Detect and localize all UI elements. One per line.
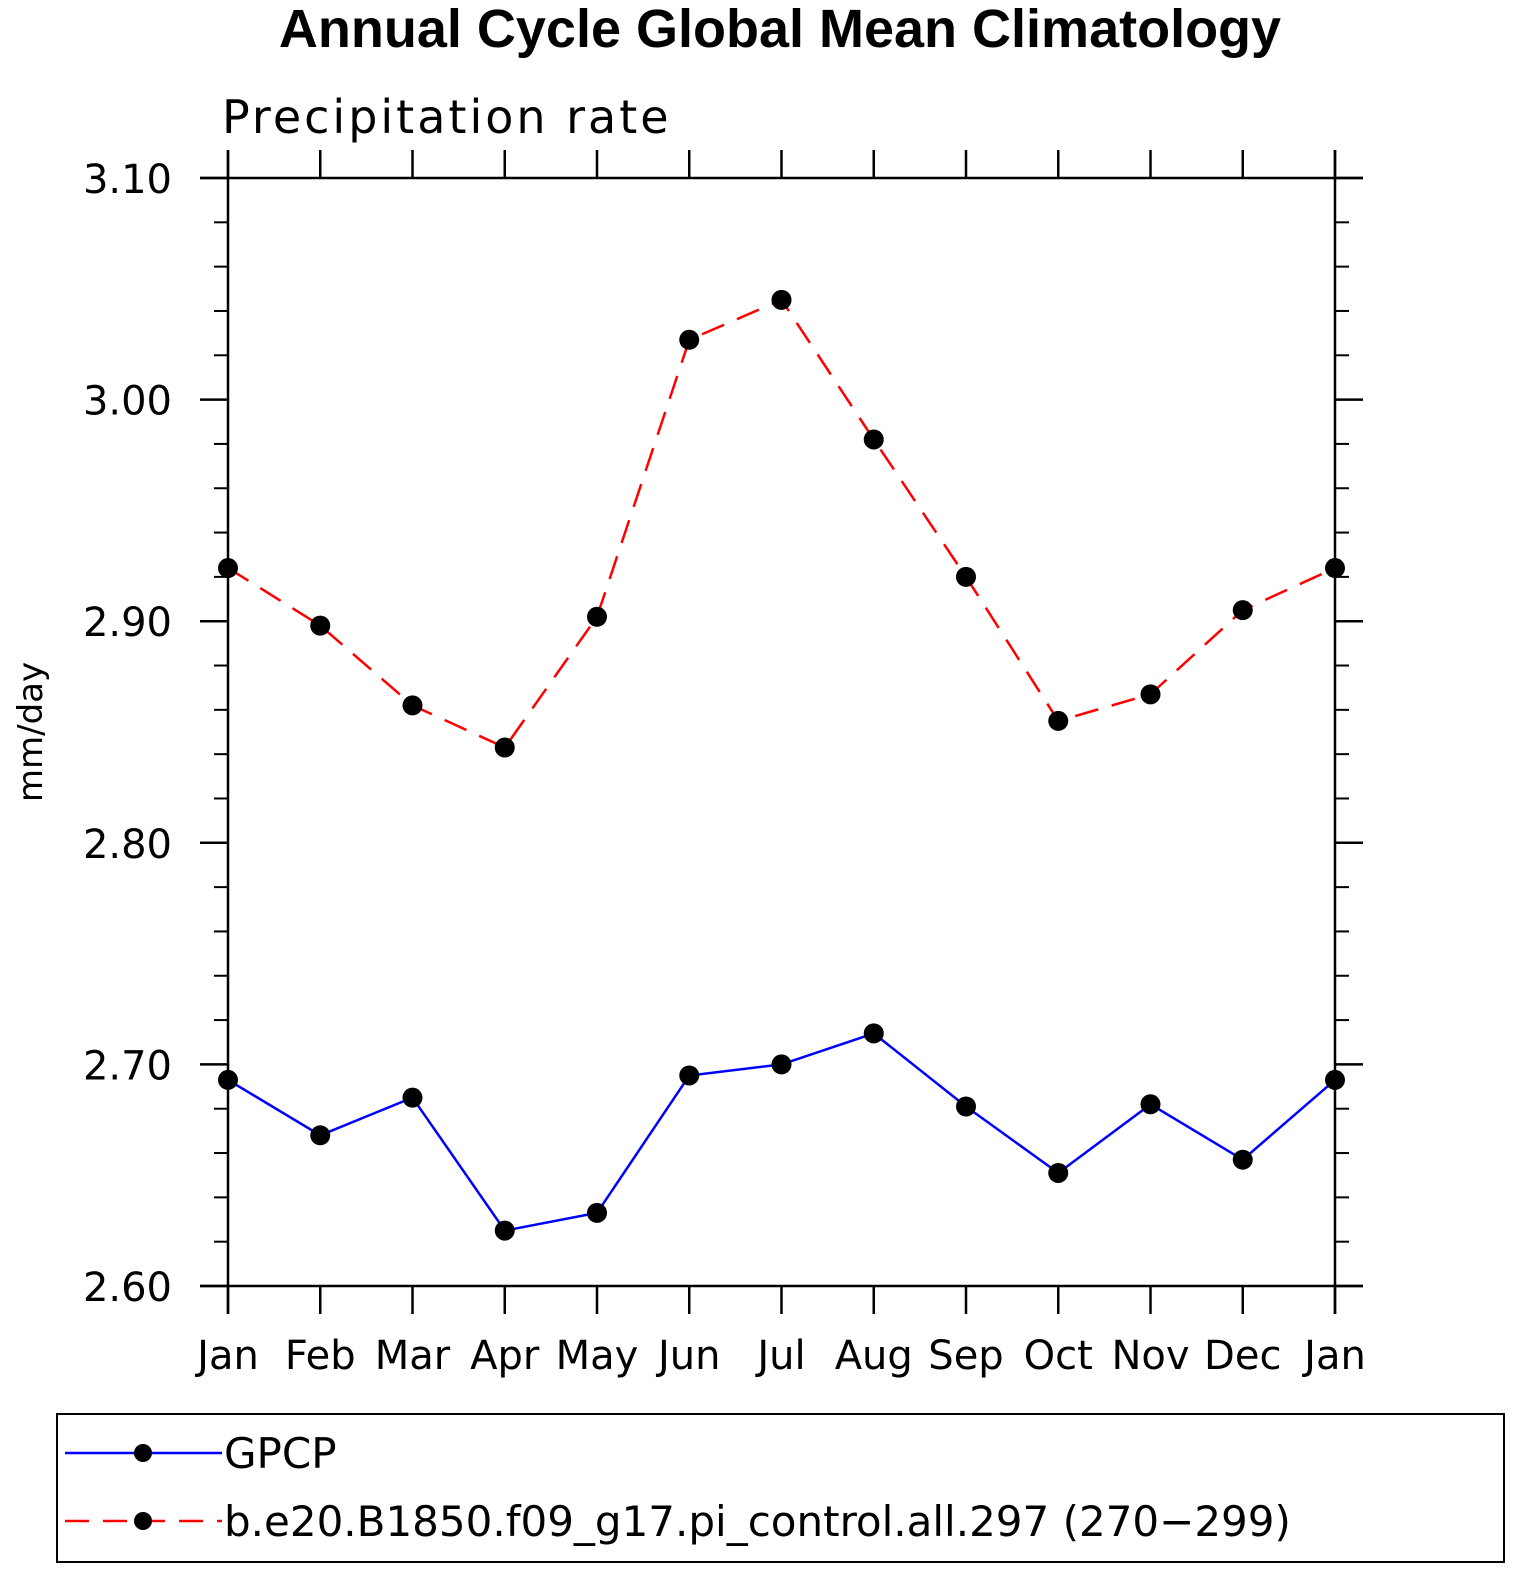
data-point-1 [587,606,607,627]
data-point-1 [310,615,331,636]
data-point-1 [218,558,238,579]
y-tick-label: 3.10 [83,157,172,203]
y-tick-label: 2.70 [83,1043,172,1089]
data-point-1 [494,737,515,758]
x-tick-label: Aug [835,1333,913,1379]
x-tick-label: Sep [928,1333,1003,1379]
data-point-0 [1232,1149,1253,1170]
data-point-1 [679,329,700,350]
chart-subtitle: Precipitation rate [222,90,672,144]
data-point-0 [1048,1162,1069,1183]
data-point-1 [1232,600,1253,621]
axes: Jan Feb Mar Apr May Jun Jul Aug Sep Oct Nov Dec Jan 2… [83,150,1366,1379]
y-axis-label: mm/day [11,662,51,802]
x-tick-label: Nov [1111,1333,1189,1379]
x-tick-label: Feb [285,1333,356,1379]
chart-title: Annual Cycle Global Mean Climatology [279,0,1281,59]
y-tick-label: 2.60 [83,1265,172,1311]
data-point-0 [771,1054,792,1075]
data-point-1 [1048,710,1069,731]
data-point-0 [310,1125,331,1146]
x-tick-label: Jan [1301,1333,1366,1379]
data-point-1 [956,566,976,587]
x-tick-label: May [556,1333,639,1379]
series-line-1 [227,298,1336,750]
legend: GPCP b.e20.B1850.f09_g17.pi_control.all.… [56,1413,1505,1563]
x-tick-label: Jul [754,1333,805,1379]
data-point-1 [402,695,423,716]
data-point-0 [863,1023,884,1044]
data-point-1 [771,289,792,310]
x-tick-label: Dec [1204,1333,1281,1379]
data-point-1 [1325,558,1345,579]
x-tick-label: Jan [194,1333,259,1379]
x-tick-label: Jun [655,1333,721,1379]
legend-marker-gpcp [134,1444,152,1462]
data-point-0 [1140,1094,1161,1115]
legend-label-model: b.e20.B1850.f09_g17.pi_control.all.297 (… [224,1497,1291,1546]
data-point-0 [1325,1069,1345,1090]
series-layer [218,289,1345,1241]
x-tick-label: Oct [1024,1333,1093,1379]
data-point-0 [679,1065,700,1086]
data-point-1 [1140,684,1161,705]
legend-marker-model [134,1512,152,1530]
legend-label-gpcp: GPCP [224,1429,337,1478]
data-point-1 [863,429,884,450]
data-point-0 [218,1069,238,1090]
y-tick-label: 3.00 [83,379,172,425]
x-tick-label: Apr [470,1333,540,1379]
x-tick-label: Mar [375,1333,451,1379]
data-point-0 [587,1202,607,1223]
data-point-0 [402,1087,423,1108]
data-point-0 [494,1220,515,1241]
legend-box [56,1413,1505,1563]
data-point-0 [956,1096,976,1117]
y-tick-label: 2.90 [83,600,172,646]
y-tick-label: 2.80 [83,822,172,868]
